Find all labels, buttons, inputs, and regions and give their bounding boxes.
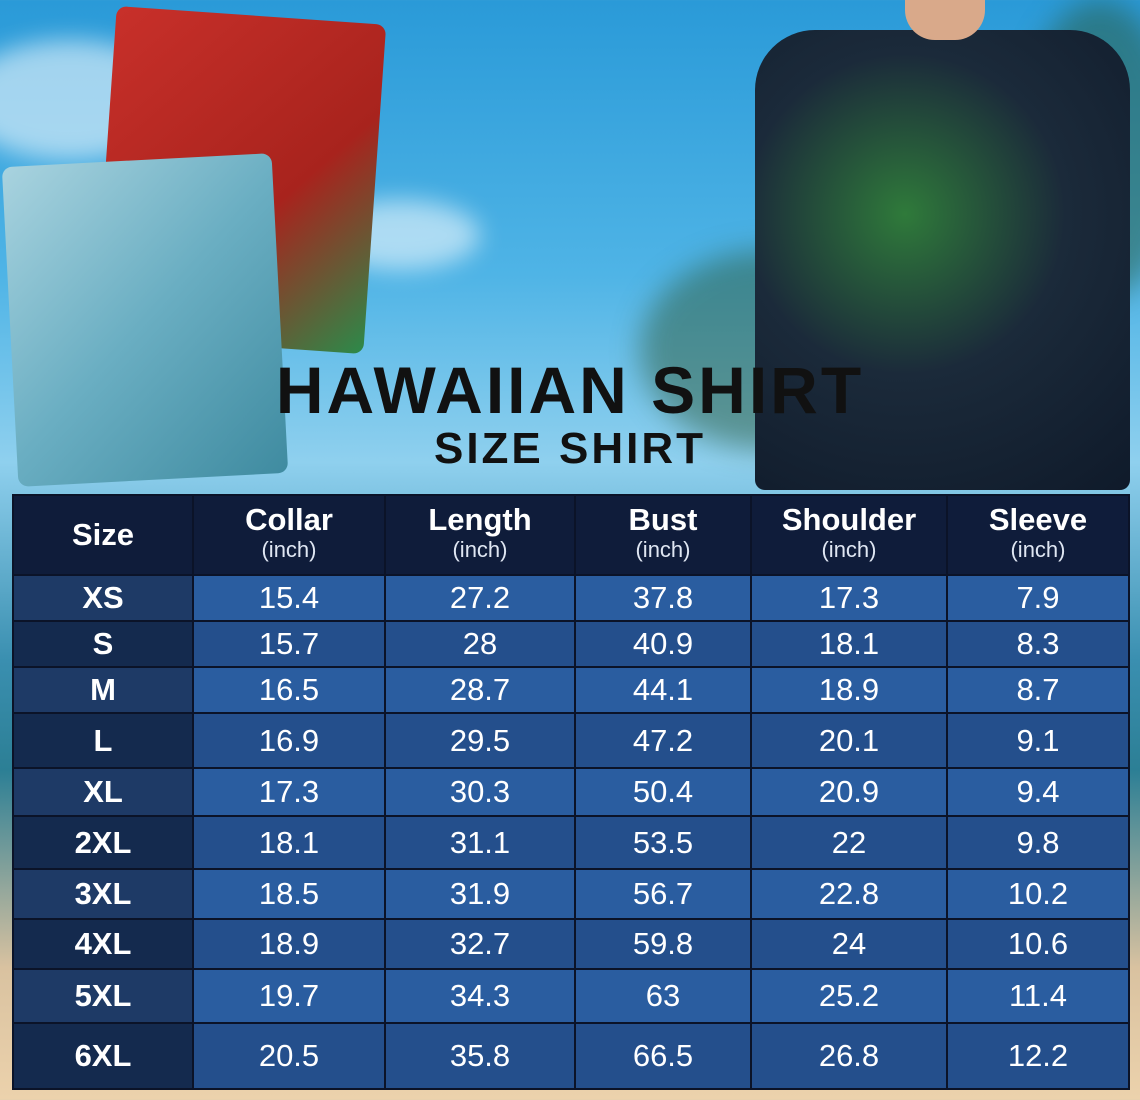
measurement-cell: 34.3 [384, 968, 576, 1024]
measurement-cell: 25.2 [750, 968, 948, 1024]
column-label: Length [428, 502, 532, 537]
measurement-cell: 8.3 [946, 620, 1130, 668]
measurement-cell: 18.5 [192, 868, 386, 920]
measurement-cell: 59.8 [574, 918, 752, 970]
size-cell: XL [12, 767, 194, 817]
column-unit: (inch) [452, 537, 508, 562]
column-label: Shoulder [781, 502, 917, 537]
page-subtitle: SIZE SHIRT [433, 424, 707, 473]
measurement-cell: 35.8 [384, 1022, 576, 1090]
measurement-cell: 30.3 [384, 767, 576, 817]
measurement-cell: 26.8 [750, 1022, 948, 1090]
measurement-cell: 16.5 [192, 666, 386, 714]
measurement-cell: 40.9 [574, 620, 752, 668]
column-unit: (inch) [635, 537, 691, 562]
measurement-cell: 32.7 [384, 918, 576, 970]
column-label: Sleeve [988, 502, 1088, 537]
measurement-cell: 10.6 [946, 918, 1130, 970]
measurement-cell: 15.7 [192, 620, 386, 668]
measurement-cell: 63 [574, 968, 752, 1024]
measurement-cell: 20.5 [192, 1022, 386, 1090]
measurement-cell: 9.4 [946, 767, 1130, 817]
column-header-length: Length (inch) [384, 494, 576, 576]
table-row: 3XL 18.5 31.9 56.7 22.8 10.2 [12, 868, 1130, 920]
table-row: 2XL 18.1 31.1 53.5 22 9.8 [12, 815, 1130, 870]
column-header-collar: Collar (inch) [192, 494, 386, 576]
size-table: Size Collar (inch) Length (inch) Bust (inch) Sh… [12, 494, 1130, 1090]
measurement-cell: 53.5 [574, 815, 752, 870]
measurement-cell: 31.9 [384, 868, 576, 920]
measurement-cell: 15.4 [192, 574, 386, 622]
measurement-cell: 31.1 [384, 815, 576, 870]
measurement-cell: 9.1 [946, 712, 1130, 769]
measurement-cell: 28.7 [384, 666, 576, 714]
column-unit: (inch) [1010, 537, 1066, 562]
measurement-cell: 18.1 [750, 620, 948, 668]
size-cell: S [12, 620, 194, 668]
column-header-shoulder: Shoulder (inch) [750, 494, 948, 576]
column-unit: (inch) [821, 537, 877, 562]
measurement-cell: 66.5 [574, 1022, 752, 1090]
measurement-cell: 11.4 [946, 968, 1130, 1024]
measurement-cell: 44.1 [574, 666, 752, 714]
measurement-cell: 22 [750, 815, 948, 870]
table-header-row: Size Collar (inch) Length (inch) Bust (inch) Sh… [12, 494, 1130, 576]
table-row: 4XL 18.9 32.7 59.8 24 10.6 [12, 918, 1130, 970]
table-row: XL 17.3 30.3 50.4 20.9 9.4 [12, 767, 1130, 817]
measurement-cell: 16.9 [192, 712, 386, 769]
measurement-cell: 17.3 [750, 574, 948, 622]
measurement-cell: 27.2 [384, 574, 576, 622]
size-cell: 3XL [12, 868, 194, 920]
measurement-cell: 18.9 [750, 666, 948, 714]
measurement-cell: 7.9 [946, 574, 1130, 622]
measurement-cell: 18.1 [192, 815, 386, 870]
size-cell: 2XL [12, 815, 194, 870]
model-flamingo-shirt-image [755, 30, 1130, 490]
table-row: S 15.7 28 40.9 18.1 8.3 [12, 620, 1130, 668]
measurement-cell: 18.9 [192, 918, 386, 970]
column-label: Collar [245, 502, 333, 537]
measurement-cell: 37.8 [574, 574, 752, 622]
measurement-cell: 12.2 [946, 1022, 1130, 1090]
measurement-cell: 22.8 [750, 868, 948, 920]
size-cell: XS [12, 574, 194, 622]
table-row: 5XL 19.7 34.3 63 25.2 11.4 [12, 968, 1130, 1024]
measurement-cell: 20.1 [750, 712, 948, 769]
measurement-cell: 50.4 [574, 767, 752, 817]
measurement-cell: 56.7 [574, 868, 752, 920]
measurement-cell: 47.2 [574, 712, 752, 769]
column-label: Size [71, 517, 135, 552]
measurement-cell: 20.9 [750, 767, 948, 817]
page-title: HAWAIIAN SHIRT [275, 353, 865, 427]
size-cell: 6XL [12, 1022, 194, 1090]
measurement-cell: 28 [384, 620, 576, 668]
table-row: M 16.5 28.7 44.1 18.9 8.7 [12, 666, 1130, 714]
size-cell: 4XL [12, 918, 194, 970]
table-row: 6XL 20.5 35.8 66.5 26.8 12.2 [12, 1022, 1130, 1090]
model-skin-image [905, 0, 985, 40]
column-label: Bust [628, 502, 698, 537]
column-header-bust: Bust (inch) [574, 494, 752, 576]
measurement-cell: 8.7 [946, 666, 1130, 714]
size-cell: 5XL [12, 968, 194, 1024]
measurement-cell: 24 [750, 918, 948, 970]
column-unit: (inch) [261, 537, 317, 562]
table-row: XS 15.4 27.2 37.8 17.3 7.9 [12, 574, 1130, 622]
table-row: L 16.9 29.5 47.2 20.1 9.1 [12, 712, 1130, 769]
measurement-cell: 19.7 [192, 968, 386, 1024]
measurement-cell: 29.5 [384, 712, 576, 769]
measurement-cell: 10.2 [946, 868, 1130, 920]
size-cell: M [12, 666, 194, 714]
column-header-size: Size [12, 494, 194, 576]
column-header-sleeve: Sleeve (inch) [946, 494, 1130, 576]
measurement-cell: 17.3 [192, 767, 386, 817]
measurement-cell: 9.8 [946, 815, 1130, 870]
size-cell: L [12, 712, 194, 769]
